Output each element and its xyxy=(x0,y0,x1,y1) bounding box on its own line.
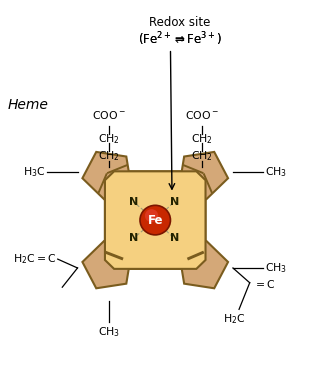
Text: N: N xyxy=(170,233,179,243)
Circle shape xyxy=(145,209,158,222)
Text: H$_3$C: H$_3$C xyxy=(23,165,45,179)
Circle shape xyxy=(140,205,171,235)
Text: H$_2$C$=$C: H$_2$C$=$C xyxy=(13,252,56,266)
Text: CH$_2$: CH$_2$ xyxy=(98,132,120,146)
Text: Redox site: Redox site xyxy=(149,15,210,29)
Text: (Fe$^{2+}$$\Rrightarrow$Fe$^{3+}$): (Fe$^{2+}$$\Rrightarrow$Fe$^{3+}$) xyxy=(138,31,222,48)
Polygon shape xyxy=(105,171,205,269)
Text: Fe: Fe xyxy=(147,214,163,227)
Text: H$_2$C: H$_2$C xyxy=(223,312,246,326)
Text: N: N xyxy=(170,197,179,207)
Text: CH$_3$: CH$_3$ xyxy=(265,261,287,275)
Text: COO$^-$: COO$^-$ xyxy=(92,109,126,121)
Polygon shape xyxy=(83,241,131,288)
Polygon shape xyxy=(180,241,228,288)
Text: N: N xyxy=(129,233,138,243)
Text: CH$_2$: CH$_2$ xyxy=(98,149,120,163)
Polygon shape xyxy=(105,171,205,269)
Text: Heme: Heme xyxy=(7,98,48,112)
Polygon shape xyxy=(180,152,228,199)
Text: $=$C: $=$C xyxy=(253,278,275,290)
Text: CH$_2$: CH$_2$ xyxy=(191,149,213,163)
Text: N: N xyxy=(129,197,138,207)
Text: COO$^-$: COO$^-$ xyxy=(184,109,218,121)
Text: CH$_2$: CH$_2$ xyxy=(191,132,213,146)
Text: CH$_3$: CH$_3$ xyxy=(265,165,287,179)
Text: CH$_3$: CH$_3$ xyxy=(98,325,120,339)
Polygon shape xyxy=(83,152,131,199)
Text: (Fe$^{2+}$$\rightleftharpoons$Fe$^{3+}$): (Fe$^{2+}$$\rightleftharpoons$Fe$^{3+}$) xyxy=(138,31,222,48)
